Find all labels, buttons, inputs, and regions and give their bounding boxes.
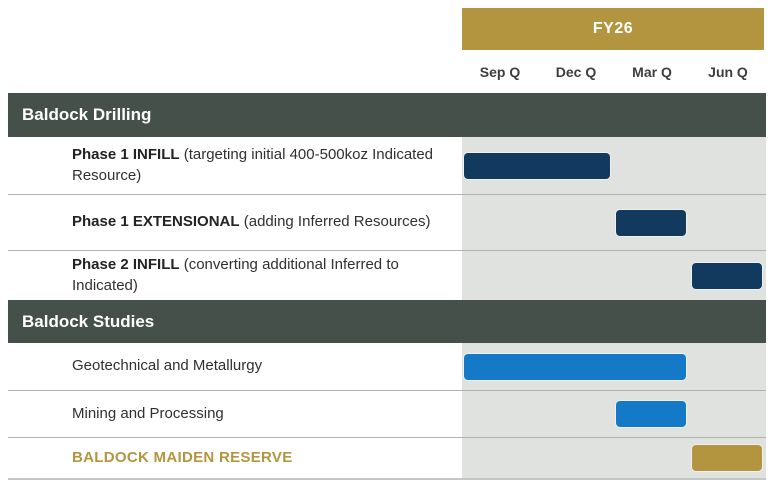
chart-header: FY26 Sep Q Dec Q Mar Q Jun Q [462,8,766,93]
gantt-bar-gold [692,445,762,471]
gantt-bar-blue [616,401,686,427]
bottom-rule [8,478,766,480]
fiscal-year-banner: FY26 [462,8,764,50]
gantt-bar-navy [464,152,610,179]
task-row: Mining and Processing [8,390,766,437]
timeline-cell [462,438,766,478]
quarter-label-sep-q: Sep Q [479,63,521,80]
timeline-cell [462,251,766,300]
task-label: Phase 2 INFILL (converting additional In… [72,256,399,294]
task-row: BALDOCK MAIDEN RESERVE [8,437,766,478]
quarter-labels-row: Sep Q Dec Q Mar Q Jun Q [462,50,766,93]
gantt-bar-navy [692,262,762,289]
quarter-label-jun-q: Jun Q [708,63,748,80]
gantt-bar-navy [616,209,686,236]
task-row: Phase 2 INFILL (converting additional In… [8,250,766,300]
quarter-label-mar-q: Mar Q [632,63,672,80]
timeline-cell [462,343,766,390]
task-label: Mining and Processing [72,404,224,422]
timeline-content: FY26 Sep Q Dec Q Mar Q Jun Q Baldock Drilli… [8,0,766,480]
task-label: BALDOCK MAIDEN RESERVE [72,448,293,466]
timeline-cell [462,195,766,250]
task-label: Phase 1 EXTENSIONAL (adding Inferred Res… [72,213,431,231]
gantt-bar-blue [464,353,686,380]
task-label: Geotechnical and Metallurgy [72,357,263,375]
task-row: Geotechnical and Metallurgy [8,343,766,390]
gantt-sections: Baldock Drilling Phase 1 INFILL (targetin… [8,93,766,478]
timeline-header: FY26 Sep Q Dec Q Mar Q Jun Q [8,0,766,93]
task-row: Phase 1 EXTENSIONAL (adding Inferred Res… [8,194,766,250]
section-header-baldock-studies: Baldock Studies [8,300,766,343]
label-column-spacer [8,8,462,93]
timeline-cell [462,391,766,437]
timeline-cell [462,137,766,194]
quarter-label-dec-q: Dec Q [555,63,597,80]
task-label: Phase 1 INFILL (targeting initial 400-50… [72,146,434,184]
section-header-baldock-drilling: Baldock Drilling [8,93,766,137]
task-row: Phase 1 INFILL (targeting initial 400-50… [8,137,766,194]
